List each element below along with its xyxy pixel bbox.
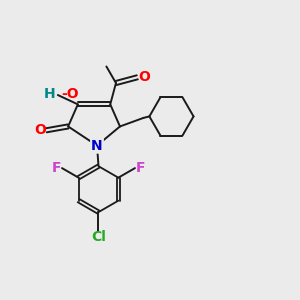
Text: -O: -O: [61, 87, 78, 101]
Text: F: F: [136, 161, 146, 175]
Text: N: N: [91, 139, 103, 153]
Text: F: F: [51, 161, 61, 175]
Text: O: O: [138, 70, 150, 84]
Text: H: H: [43, 87, 55, 101]
Text: O: O: [34, 123, 46, 137]
Text: Cl: Cl: [91, 230, 106, 244]
